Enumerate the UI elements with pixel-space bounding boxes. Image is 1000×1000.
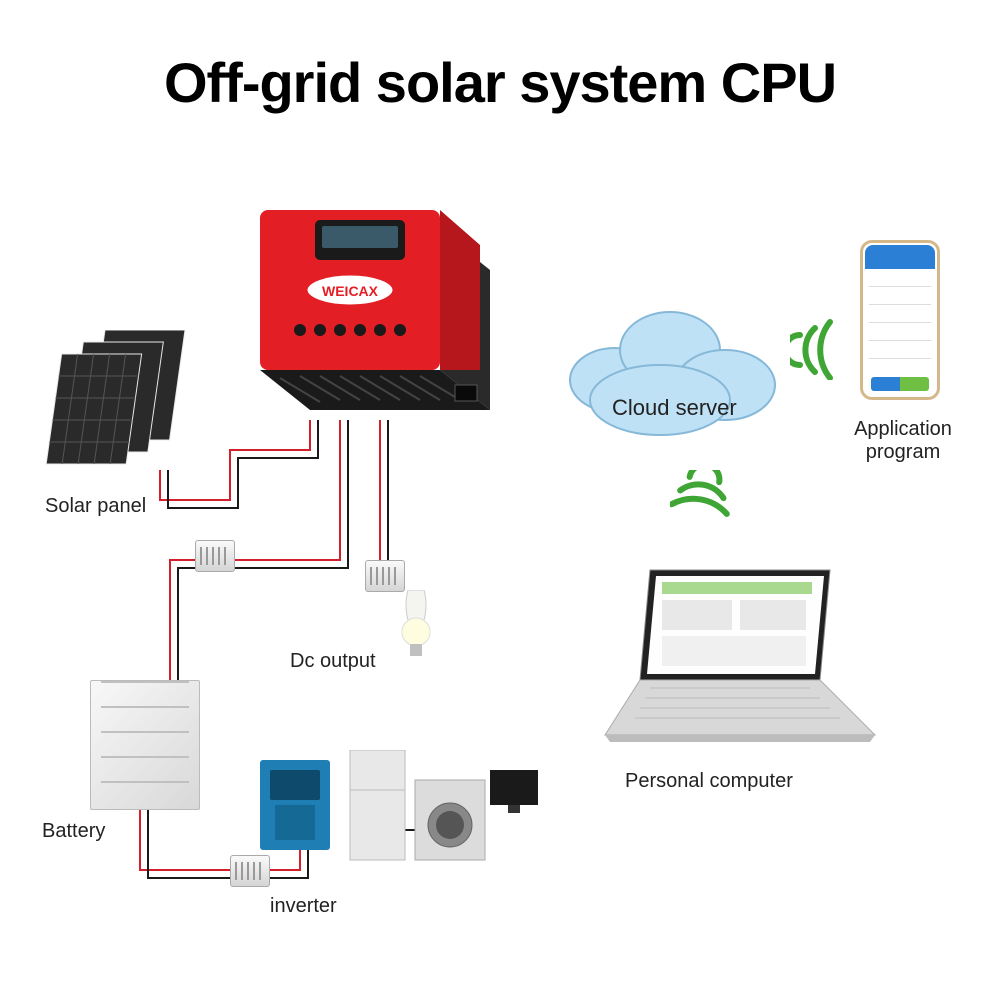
- wifi-icon: [670, 470, 740, 540]
- battery-icon: [90, 680, 200, 810]
- laptop-icon: [600, 560, 880, 760]
- personal-computer-label: Personal computer: [625, 770, 793, 793]
- battery-label: Battery: [42, 820, 105, 843]
- controller-icon: WEICAX: [260, 190, 500, 440]
- solar-panel-label: Solar panel: [45, 495, 146, 518]
- wifi-icon: [790, 310, 860, 380]
- solar-panel-icon: [45, 330, 235, 490]
- bulb-icon: [396, 590, 436, 660]
- cloud-icon: [560, 290, 790, 450]
- application-program-label: Application program: [848, 418, 958, 464]
- cloud-server-label: Cloud server: [612, 395, 737, 421]
- dc-output-label: Dc output: [290, 650, 376, 673]
- inverter-label: inverter: [270, 895, 337, 918]
- inverter-appliances-icon: [260, 750, 540, 870]
- page-title: Off-grid solar system CPU: [0, 50, 1000, 115]
- svg-text:WEICAX: WEICAX: [322, 283, 379, 299]
- breaker-icon: [195, 540, 235, 572]
- breaker-icon: [365, 560, 405, 592]
- phone-icon: [860, 240, 940, 400]
